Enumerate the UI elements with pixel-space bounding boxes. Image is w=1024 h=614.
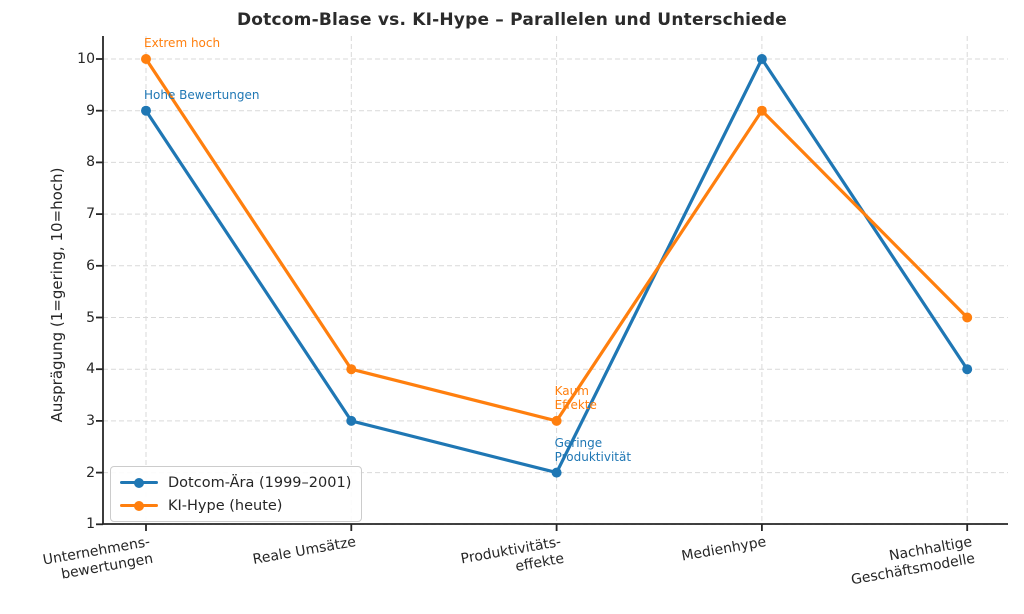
y-tick-label: 7 <box>86 206 95 223</box>
y-tick-label: 5 <box>86 309 95 326</box>
legend-line-marker-sample <box>120 477 158 489</box>
y-tick-label: 4 <box>86 361 95 378</box>
y-tick-label: 10 <box>77 51 95 67</box>
legend-label-ki-hype: KI-Hype (heute) <box>168 497 283 514</box>
data-point-marker <box>346 364 357 375</box>
data-point-marker <box>551 467 562 478</box>
data-point-marker <box>962 364 973 375</box>
data-point-marker <box>756 54 767 64</box>
data-point-marker <box>141 54 151 64</box>
y-tick-label: 3 <box>86 412 95 429</box>
legend-item-ki-hype: KI-Hype (heute) <box>120 495 351 516</box>
y-tick-label: 9 <box>86 102 95 119</box>
data-point-marker <box>756 105 767 116</box>
y-tick-label: 8 <box>86 154 95 171</box>
legend-label-dotcom: Dotcom-Ära (1999–2001) <box>168 474 352 491</box>
data-point-marker <box>141 105 151 116</box>
data-point-marker <box>551 415 562 426</box>
legend-line-marker-sample <box>120 500 158 512</box>
legend: Dotcom-Ära (1999–2001) KI-Hype (heute) <box>110 466 362 522</box>
data-point-marker <box>346 415 357 426</box>
annotation: Geringe Produktivität <box>554 435 632 464</box>
annotation: Hohe Bewertungen <box>144 87 260 102</box>
annotation: Kaum Effekte <box>554 383 597 412</box>
y-tick-label: 2 <box>86 464 95 481</box>
chart-title: Dotcom-Blase vs. KI-Hype – Parallelen un… <box>236 10 788 30</box>
y-tick-label: 6 <box>86 257 95 274</box>
legend-item-dotcom: Dotcom-Ära (1999–2001) <box>120 472 351 493</box>
data-point-marker <box>962 312 973 323</box>
annotation: Extrem hoch <box>144 36 221 50</box>
y-tick-label: 1 <box>86 516 95 533</box>
